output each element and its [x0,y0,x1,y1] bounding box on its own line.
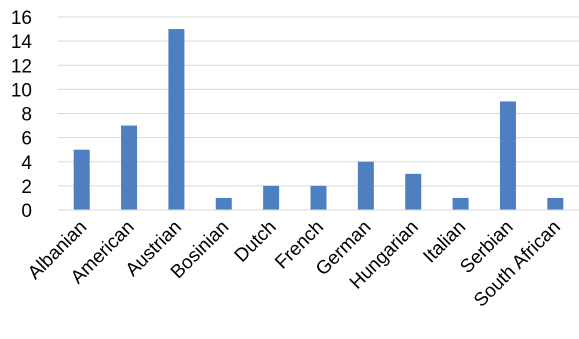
y-tick-label: 16 [11,8,32,29]
bar-hungarian [405,173,422,210]
y-tick-label: 10 [11,80,32,101]
y-tick-label: 2 [21,177,32,198]
y-tick-label: 4 [21,153,32,174]
bar-serbian [499,101,516,210]
y-tick-label: 8 [21,105,32,126]
bar-american [121,125,138,210]
y-tick-label: 14 [11,32,33,53]
y-axis: 0 2 4 6 8 10 12 14 16 [11,8,33,222]
bar-south-african [547,197,564,210]
bar-german [357,161,374,210]
y-tick-label: 12 [11,56,32,77]
bar-french [310,185,327,210]
bar-dutch [263,185,280,210]
y-tick-label: 0 [21,201,32,222]
bar-bosinian [215,197,232,210]
x-axis: AlbanianAmericanAustrianBosinianDutchFre… [24,209,579,311]
gridlines [58,16,579,187]
bar-austrian [168,29,185,210]
bar-albanian [73,149,90,210]
bar-italian [452,197,469,210]
bars [73,29,564,210]
y-tick-label: 6 [21,129,32,150]
